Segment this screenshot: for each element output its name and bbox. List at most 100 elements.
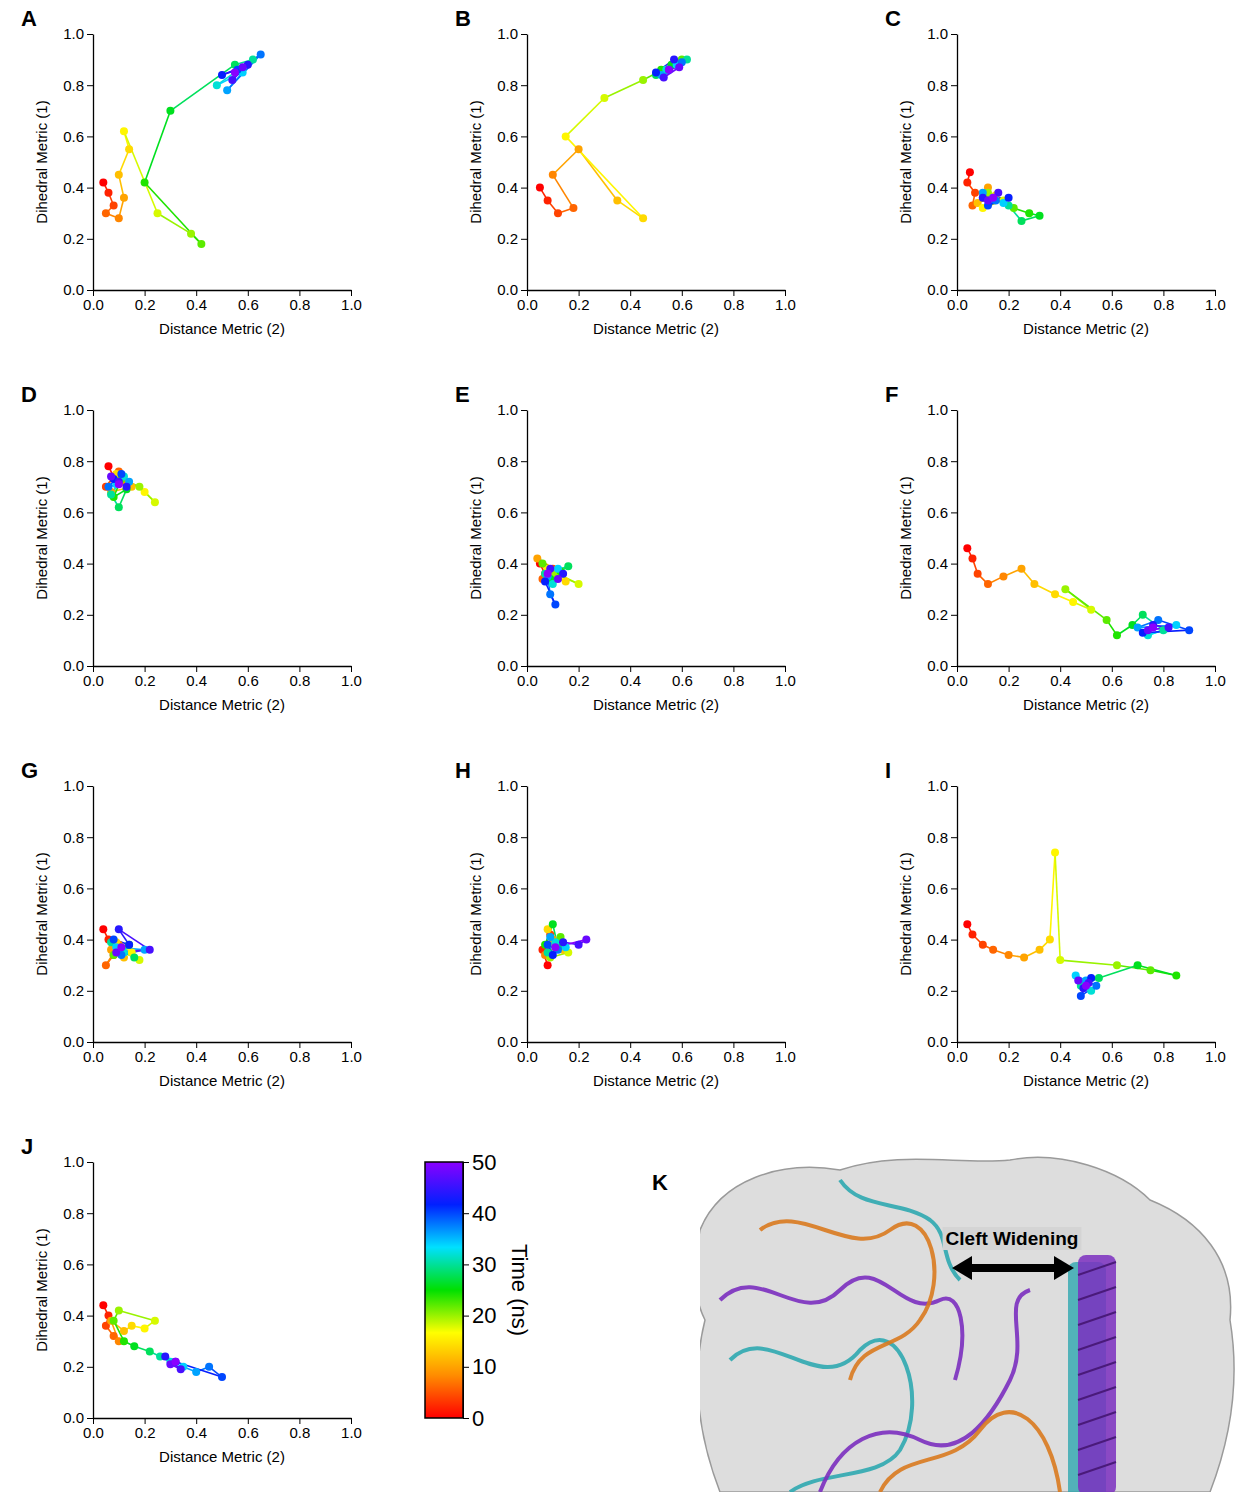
tick-label: 1.0 bbox=[497, 777, 518, 794]
y-axis-title: Dihedral Metric (1) bbox=[467, 852, 484, 975]
trajectory-point bbox=[205, 1363, 213, 1371]
tick-mark bbox=[87, 188, 93, 189]
tick: 0.2 bbox=[135, 1042, 156, 1065]
trajectory-point bbox=[1103, 616, 1111, 624]
tick-mark bbox=[521, 1042, 527, 1043]
tick-mark bbox=[87, 991, 93, 992]
arrow-head bbox=[952, 1256, 972, 1280]
trajectory-point bbox=[99, 1301, 107, 1309]
axis-line bbox=[957, 35, 958, 291]
trajectory-point bbox=[115, 503, 123, 511]
trajectory-point bbox=[1005, 951, 1013, 959]
trajectory-point bbox=[1036, 946, 1044, 954]
tick: 1.0 bbox=[341, 290, 362, 313]
trajectory-point bbox=[575, 580, 583, 588]
y-axis: 0.00.20.40.60.81.0 bbox=[63, 777, 93, 1050]
trajectory-point bbox=[218, 71, 226, 79]
trajectory-point bbox=[120, 1337, 128, 1345]
tick-label: 0.0 bbox=[83, 296, 104, 313]
trajectory-point bbox=[125, 941, 133, 949]
x-axis-title: Distance Metric (2) bbox=[593, 1072, 719, 1089]
tick-label: 0.6 bbox=[497, 880, 518, 897]
tick: 1.0 bbox=[1205, 666, 1226, 689]
trajectory-point bbox=[549, 171, 557, 179]
tick: 0.4 bbox=[497, 931, 527, 948]
trajectory-point bbox=[115, 925, 123, 933]
tick-mark bbox=[521, 512, 527, 513]
tick-label: 0.2 bbox=[569, 672, 590, 689]
tick-label: 0.0 bbox=[947, 1048, 968, 1065]
axis-line bbox=[958, 666, 1216, 667]
tick: 0.8 bbox=[63, 453, 93, 470]
tick: 0.4 bbox=[1050, 290, 1071, 313]
tick: 0.8 bbox=[63, 1205, 93, 1222]
tick-mark bbox=[87, 786, 93, 787]
trajectory-point bbox=[660, 74, 668, 82]
x-axis-title: Distance Metric (2) bbox=[593, 696, 719, 713]
tick-label: 0.2 bbox=[135, 296, 156, 313]
tick-mark bbox=[521, 837, 527, 838]
tick: 0.6 bbox=[497, 880, 527, 897]
tick-label: 0.2 bbox=[999, 296, 1020, 313]
trajectory-point bbox=[546, 933, 554, 941]
tick: 0.6 bbox=[238, 290, 259, 313]
trajectory-point bbox=[151, 1317, 159, 1325]
trajectory-segment bbox=[1060, 960, 1117, 965]
tick-label: 0.6 bbox=[672, 296, 693, 313]
trajectory-point bbox=[675, 63, 683, 71]
tick-label: 1.0 bbox=[927, 777, 948, 794]
tick: 0.0 bbox=[947, 1042, 968, 1065]
tick: 0.6 bbox=[927, 880, 957, 897]
trajectory-segment bbox=[1138, 965, 1177, 975]
trajectory bbox=[963, 849, 1180, 1000]
trajectory-point bbox=[999, 572, 1007, 580]
trajectory-point bbox=[544, 941, 552, 949]
panel: 0.00.20.40.60.81.00.00.20.40.60.81.0Dist… bbox=[21, 1134, 362, 1465]
tick-label: 0.0 bbox=[517, 296, 538, 313]
tick-label: 0.4 bbox=[927, 931, 948, 948]
tick-label: 0.2 bbox=[927, 230, 948, 247]
panel: 0.00.20.40.60.81.00.00.20.40.60.81.0Dist… bbox=[21, 6, 362, 337]
helix-turn bbox=[1078, 1337, 1116, 1350]
tick: 0.2 bbox=[999, 666, 1020, 689]
ribbon bbox=[730, 1340, 912, 1492]
tick: 0.8 bbox=[1153, 1042, 1174, 1065]
tick-label: 0.2 bbox=[135, 672, 156, 689]
x-axis: 0.00.20.40.60.81.0 bbox=[517, 290, 796, 313]
tick: 0.0 bbox=[517, 290, 538, 313]
tick: 0.2 bbox=[927, 606, 957, 623]
tick-mark bbox=[951, 837, 957, 838]
helix-turn bbox=[1078, 1412, 1116, 1425]
tick: 20 bbox=[463, 1303, 496, 1328]
trajectory-point bbox=[99, 925, 107, 933]
tick: 0.6 bbox=[672, 290, 693, 313]
tick: 1.0 bbox=[1205, 290, 1226, 313]
trajectory-segment bbox=[145, 111, 171, 183]
panel: 0.00.20.40.60.81.00.00.20.40.60.81.0Dist… bbox=[455, 382, 796, 713]
ribbon bbox=[760, 1221, 934, 1380]
axis-line bbox=[528, 1042, 786, 1043]
tick: 0.0 bbox=[497, 657, 527, 674]
tick-mark bbox=[951, 564, 957, 565]
panel: 0.00.20.40.60.81.00.00.20.40.60.81.0Dist… bbox=[885, 382, 1226, 713]
tick: 0.4 bbox=[63, 555, 93, 572]
trajectory bbox=[99, 50, 264, 247]
axis-line bbox=[94, 666, 352, 667]
tick-label: 0.4 bbox=[927, 179, 948, 196]
tick-mark bbox=[87, 1162, 93, 1163]
tick: 0.6 bbox=[927, 128, 957, 145]
tick: 0.2 bbox=[135, 666, 156, 689]
y-axis-title: Dihedral Metric (1) bbox=[467, 100, 484, 223]
tick-mark bbox=[951, 786, 957, 787]
tick-label: 50 bbox=[472, 1150, 496, 1175]
trajectory-point bbox=[1185, 626, 1193, 634]
x-axis: 0.00.20.40.60.81.0 bbox=[947, 666, 1226, 689]
structure-panel: Cleft WideningK bbox=[652, 1157, 1234, 1498]
axis-line bbox=[93, 1163, 94, 1419]
helix bbox=[1078, 1255, 1116, 1492]
tick-mark bbox=[951, 188, 957, 189]
tick-mark bbox=[87, 1042, 93, 1043]
tick: 0.4 bbox=[620, 1042, 641, 1065]
trajectory-point bbox=[974, 570, 982, 578]
trajectory-point bbox=[102, 961, 110, 969]
